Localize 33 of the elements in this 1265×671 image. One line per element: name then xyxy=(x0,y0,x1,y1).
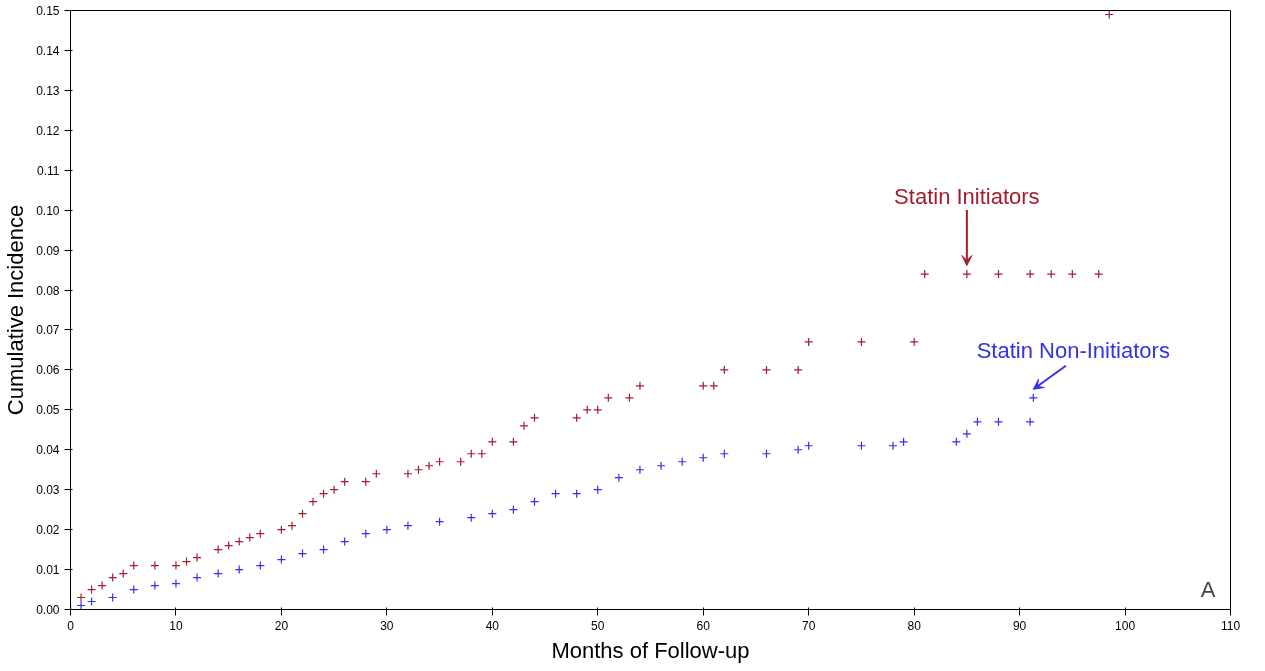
y-tick-label: 0.04 xyxy=(36,443,60,458)
x-tick-label: 80 xyxy=(907,618,922,633)
y-axis-title: Cumulative Incidence xyxy=(3,204,29,416)
y-tick-label: 0.11 xyxy=(37,163,60,178)
x-tick-label: 110 xyxy=(1220,618,1241,633)
text: Statin Non-Initiators xyxy=(976,337,1170,363)
y-tick-label: 0.08 xyxy=(36,283,60,298)
y-tick-label: 0.10 xyxy=(36,203,60,218)
y-tick-label: 0.06 xyxy=(36,363,60,378)
y-tick-label: 0.12 xyxy=(36,123,60,138)
y-tick-label: 0.07 xyxy=(36,323,60,338)
x-axis-title: Months of Follow-up xyxy=(551,637,750,663)
x-tick-label: 50 xyxy=(591,618,605,633)
x-tick-label: 20 xyxy=(274,618,289,633)
x-tick-label: 30 xyxy=(380,618,394,633)
x-tick-label: 40 xyxy=(485,618,500,633)
x-tick-label: 10 xyxy=(169,618,183,633)
y-tick-label: 0.13 xyxy=(36,83,60,98)
text: Statin Initiators xyxy=(894,184,1040,210)
y-tick-label: 0.09 xyxy=(36,243,60,258)
y-tick-label: 0.02 xyxy=(36,523,60,538)
y-tick-label: 0.03 xyxy=(36,483,60,498)
y-tick-label: 0.05 xyxy=(36,403,60,418)
x-tick-label: 100 xyxy=(1115,618,1136,633)
y-tick-label: 0.00 xyxy=(36,603,60,617)
x-tick-label: 70 xyxy=(802,618,816,633)
x-tick-label: 60 xyxy=(696,618,711,633)
x-tick-label: 90 xyxy=(1012,618,1027,633)
y-tick-label: 0.01 xyxy=(36,563,60,578)
y-tick-label: 0.15 xyxy=(36,4,60,18)
annotation: A xyxy=(1200,576,1216,602)
y-tick-label: 0.14 xyxy=(36,43,60,58)
x-tick-label: 0 xyxy=(67,618,75,633)
